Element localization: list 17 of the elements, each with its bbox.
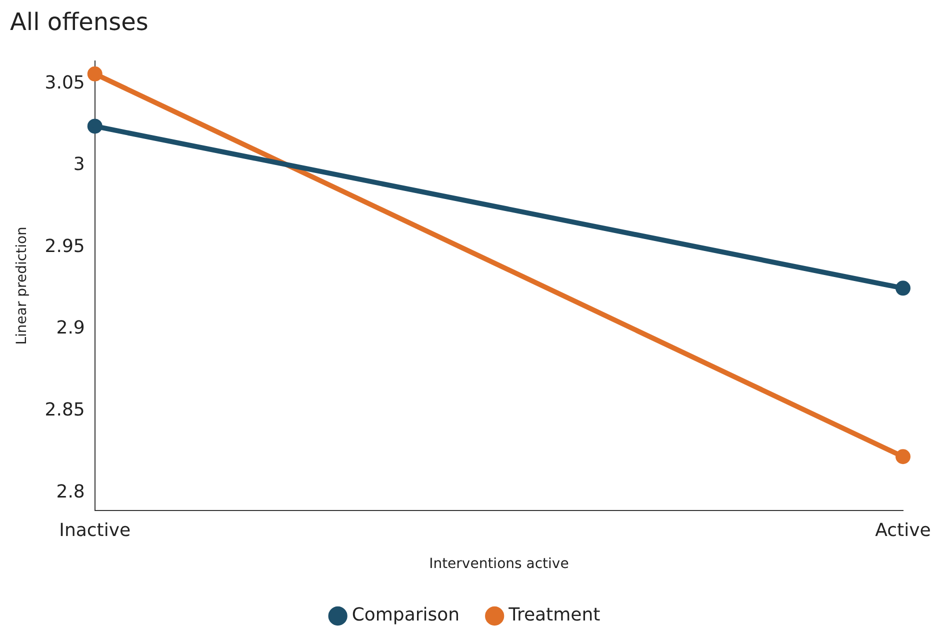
y-tick-label: 2.9 <box>56 318 85 339</box>
y-tick-label: 2.95 <box>44 236 85 257</box>
x-tick-label: Inactive <box>59 520 131 542</box>
legend-label: Comparison <box>352 604 460 626</box>
x-tick-label: Active <box>875 520 931 542</box>
legend-label: Treatment <box>508 604 600 626</box>
y-axis-title: Linear prediction <box>14 226 30 345</box>
x-axis-title: Interventions active <box>429 556 569 572</box>
y-tick-label: 3 <box>73 154 85 176</box>
point <box>87 118 102 134</box>
point <box>896 449 910 464</box>
y-tick-label: 3.05 <box>44 72 85 94</box>
y-tick-label: 2.8 <box>56 481 85 502</box>
chart-title: All offenses <box>10 8 148 36</box>
y-tick-label: 2.85 <box>44 400 85 420</box>
point <box>87 66 102 82</box>
point <box>896 280 910 296</box>
